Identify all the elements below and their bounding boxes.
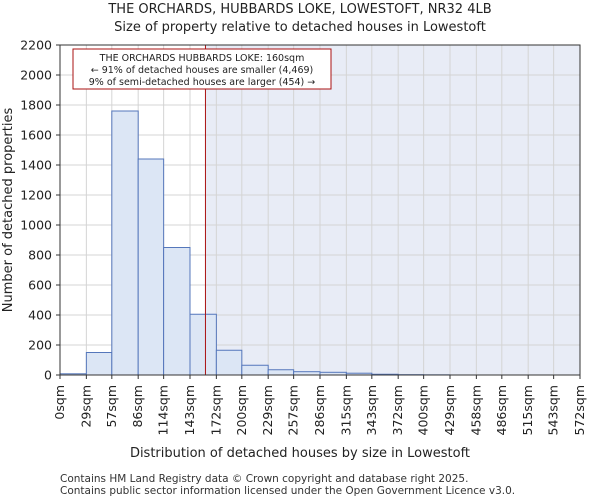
y-tick-label: 1800 [20,98,52,113]
x-tick-label: 315sqm [338,385,353,435]
y-tick-label: 1400 [20,158,52,173]
x-tick-label: 372sqm [390,385,405,435]
x-axis-label: Distribution of detached houses by size … [130,446,470,461]
x-tick-label: 572sqm [572,385,587,435]
x-tick-label: 229sqm [260,385,275,435]
bar [267,369,295,376]
x-tick-label: 543sqm [546,385,561,435]
x-tick-label: 29sqm [78,385,93,428]
bar [215,349,243,376]
y-tick-label: 800 [28,248,52,263]
annotation-line-1: THE ORCHARDS HUBBARDS LOKE: 160sqm [99,53,305,64]
y-tick-label: 2200 [20,38,52,53]
larger-region-shade [205,45,581,375]
x-tick-label: 429sqm [442,385,457,435]
x-tick-label: 343sqm [364,385,379,435]
x-tick-label: 86sqm [130,385,145,428]
y-tick-label: 0 [44,368,52,383]
y-axis-label: Number of detached properties [1,108,16,313]
y-tick-label: 1000 [20,218,52,233]
x-tick-label: 257sqm [286,385,301,435]
chart-title: THE ORCHARDS, HUBBARDS LOKE, LOWESTOFT, … [107,2,491,17]
bar [163,247,191,376]
x-tick-label: 458sqm [468,385,483,435]
x-tick-label: 200sqm [234,385,249,435]
y-tick-label: 200 [28,338,52,353]
bar [85,352,113,376]
annotation-line-3: 9% of semi-detached houses are larger (4… [89,77,316,88]
annotation: THE ORCHARDS HUBBARDS LOKE: 160sqm ← 91%… [72,48,332,90]
bar [241,364,269,376]
x-tick-label: 0sqm [52,385,67,420]
y-tick-label: 1200 [20,188,52,203]
y-tick-label: 600 [28,278,52,293]
x-tick-label: 114sqm [156,385,171,435]
x-tick-label: 57sqm [104,385,119,428]
x-tick-label: 486sqm [494,385,509,435]
annotation-line-2: ← 91% of detached houses are smaller (4,… [91,65,314,76]
x-tick-label: 286sqm [312,385,327,435]
bar [137,158,165,376]
x-tick-label: 172sqm [208,385,223,435]
y-axis: 0 200 400 600 800 1000 1200 1400 1600 1800 2000 220… [20,38,60,383]
bar [111,110,139,376]
chart-subtitle: Size of property relative to detached ho… [114,20,486,35]
bar [189,313,217,376]
x-axis: 0sqm 29sqm 57sqm 86sqm 114sqm 143sqm 172sqm 200… [52,375,587,435]
bars [59,110,451,376]
x-tick-label: 143sqm [182,385,197,435]
x-tick-label: 400sqm [416,385,431,435]
annotation-box [72,48,332,90]
y-tick-label: 1600 [20,128,52,143]
footer-line-1: Contains HM Land Registry data © Crown c… [60,473,468,485]
y-tick-label: 400 [28,308,52,323]
y-tick-label: 2000 [20,68,52,83]
x-tick-label: 515sqm [520,385,535,435]
footer-line-2: Contains public sector information licen… [60,485,515,497]
